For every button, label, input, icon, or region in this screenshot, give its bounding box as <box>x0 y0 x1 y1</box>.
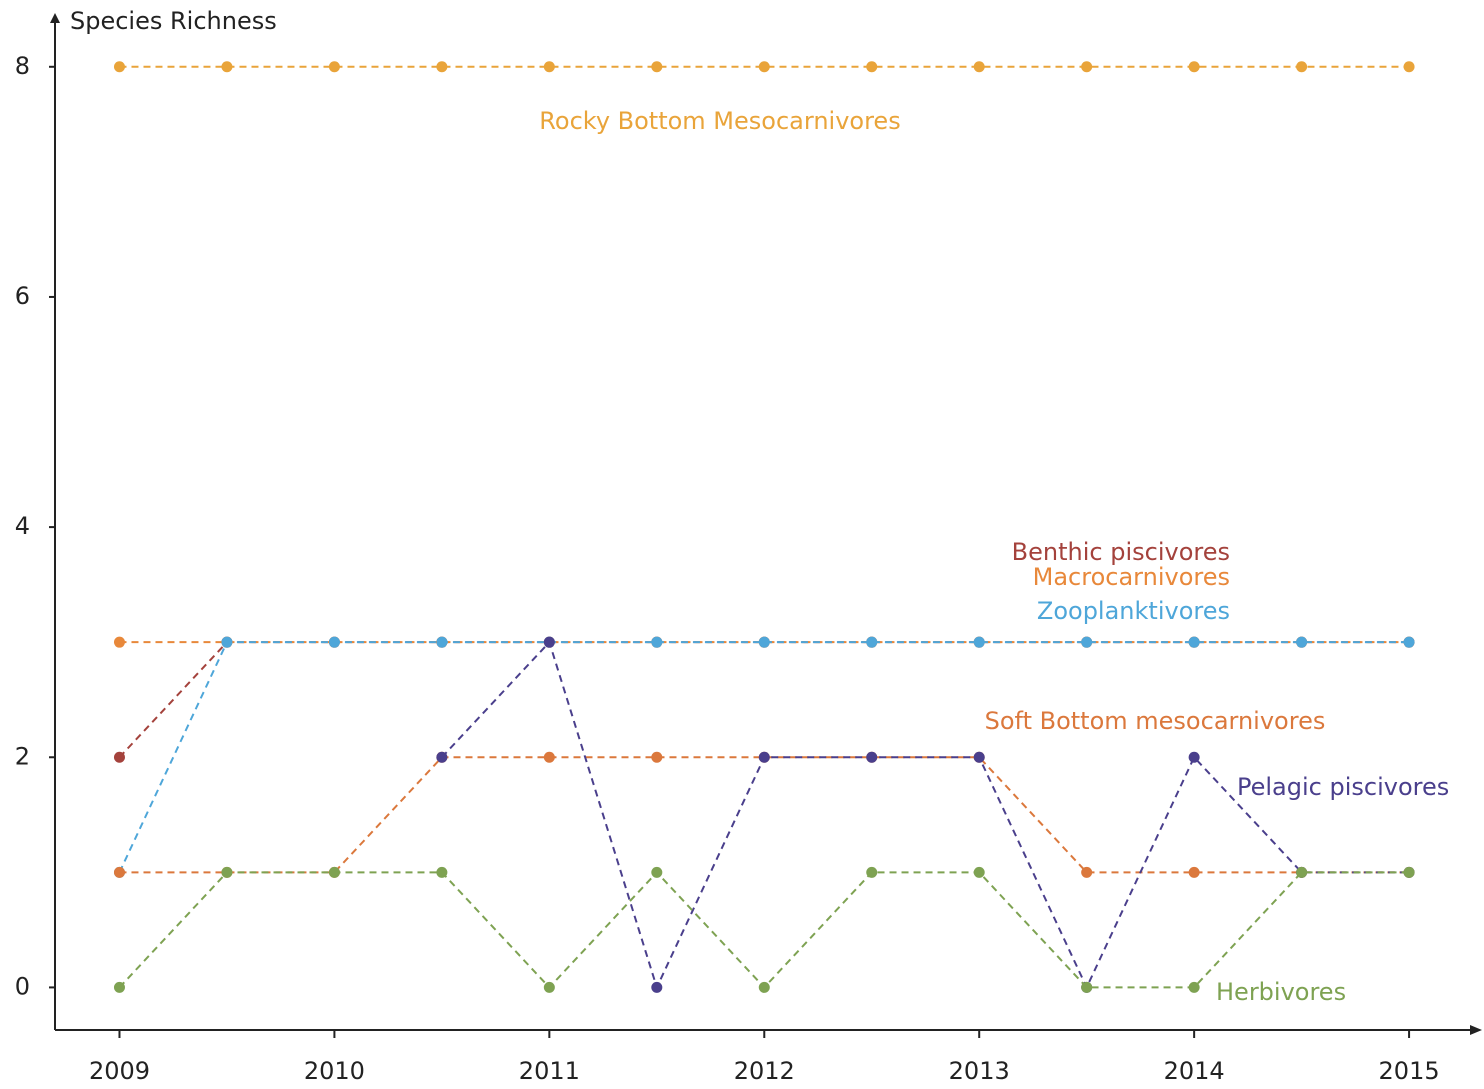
x-tick-label: 2012 <box>734 1057 795 1085</box>
data-point <box>1081 866 1093 878</box>
data-point <box>113 981 125 993</box>
data-point <box>113 61 125 73</box>
series-label: Pelagic piscivores <box>1237 773 1449 801</box>
x-tick-label: 2010 <box>304 1057 365 1085</box>
data-point <box>543 981 555 993</box>
series-line <box>118 870 1410 989</box>
y-tick-label: 2 <box>15 742 30 770</box>
y-tick-label: 6 <box>15 282 30 310</box>
data-point <box>543 61 555 73</box>
data-point <box>1296 636 1308 648</box>
data-point <box>436 61 448 73</box>
x-tick-label: 2011 <box>519 1057 580 1085</box>
data-point <box>1403 636 1415 648</box>
data-point <box>1081 61 1093 73</box>
series-label: Rocky Bottom Mesocarnivores <box>539 107 900 135</box>
data-point <box>651 866 663 878</box>
series-line <box>118 641 1410 758</box>
data-point <box>758 61 770 73</box>
data-point <box>543 751 555 763</box>
x-tick-label: 2009 <box>89 1057 150 1085</box>
data-point <box>221 866 233 878</box>
data-point <box>651 751 663 763</box>
data-point <box>113 866 125 878</box>
series-label: Zooplanktivores <box>1037 597 1230 625</box>
data-point <box>1188 61 1200 73</box>
data-point <box>758 981 770 993</box>
series-line <box>119 756 1410 874</box>
data-point <box>436 866 448 878</box>
data-point <box>1403 866 1415 878</box>
y-axis-arrow <box>50 13 60 23</box>
data-point <box>973 751 985 763</box>
data-point <box>328 636 340 648</box>
series-label: Herbivores <box>1216 978 1346 1006</box>
data-point <box>973 866 985 878</box>
data-point <box>758 751 770 763</box>
data-point <box>866 751 878 763</box>
data-point <box>1296 866 1308 878</box>
data-point <box>1188 981 1200 993</box>
data-point <box>973 61 985 73</box>
data-point <box>543 636 555 648</box>
data-point <box>1188 866 1200 878</box>
data-point <box>113 636 125 648</box>
data-point <box>973 636 985 648</box>
data-point <box>113 751 125 763</box>
data-point <box>1296 61 1308 73</box>
data-point <box>866 866 878 878</box>
data-point <box>758 636 770 648</box>
data-point <box>651 636 663 648</box>
data-point <box>866 636 878 648</box>
data-point <box>1188 751 1200 763</box>
data-point <box>436 751 448 763</box>
data-point <box>866 61 878 73</box>
x-tick-label: 2013 <box>949 1057 1010 1085</box>
data-point <box>1403 61 1415 73</box>
data-point <box>1081 636 1093 648</box>
data-point <box>221 61 233 73</box>
x-axis-arrow <box>1470 1025 1482 1035</box>
y-tick-label: 8 <box>15 52 30 80</box>
series-label: Macrocarnivores <box>1033 563 1230 591</box>
series-line <box>441 640 1410 991</box>
x-tick-label: 2014 <box>1164 1057 1225 1085</box>
x-tick-label: 2015 <box>1379 1057 1440 1085</box>
data-point <box>1081 981 1093 993</box>
data-point <box>221 636 233 648</box>
y-axis-label: Species Richness <box>70 7 277 35</box>
data-point <box>651 61 663 73</box>
data-point <box>651 981 663 993</box>
data-point <box>328 61 340 73</box>
y-tick-label: 4 <box>15 512 30 540</box>
data-point <box>436 636 448 648</box>
data-point <box>1188 636 1200 648</box>
y-tick-label: 0 <box>15 972 30 1000</box>
series-label: Soft Bottom mesocarnivores <box>985 707 1326 735</box>
series-label: Benthic piscivores <box>1012 538 1230 566</box>
data-point <box>328 866 340 878</box>
